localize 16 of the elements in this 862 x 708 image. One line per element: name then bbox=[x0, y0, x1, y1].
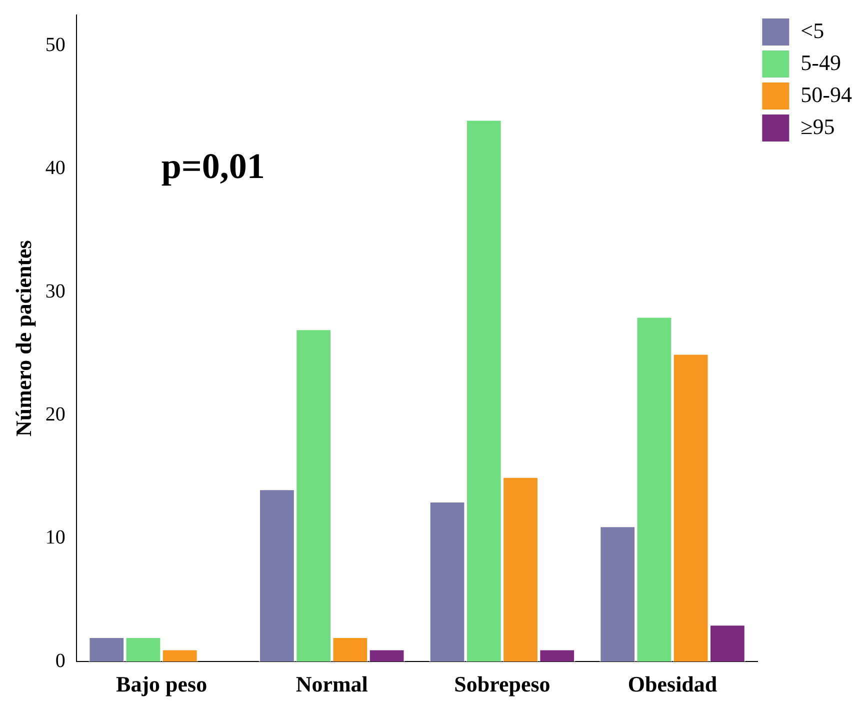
y-tick-label: 40 bbox=[45, 157, 66, 180]
y-tick-label: 10 bbox=[45, 526, 66, 549]
y-axis-title: Número de pacientes bbox=[10, 240, 36, 436]
annotation: p=0,01 bbox=[161, 146, 265, 186]
x-tick-label: Normal bbox=[296, 671, 368, 696]
legend-label: 50-94 bbox=[800, 82, 852, 107]
legend-label: 5-49 bbox=[800, 50, 841, 75]
legend-label: ≥95 bbox=[800, 114, 835, 139]
y-tick-label: 30 bbox=[45, 280, 66, 302]
legend-label: <5 bbox=[800, 18, 824, 43]
y-tick-label: 0 bbox=[55, 650, 66, 672]
y-tick-label: 50 bbox=[45, 34, 66, 56]
x-tick-label: Sobrepeso bbox=[454, 671, 550, 696]
x-tick-label: Bajo peso bbox=[116, 671, 208, 696]
y-tick-label: 20 bbox=[45, 404, 66, 426]
x-tick-label: Obesidad bbox=[628, 671, 718, 696]
